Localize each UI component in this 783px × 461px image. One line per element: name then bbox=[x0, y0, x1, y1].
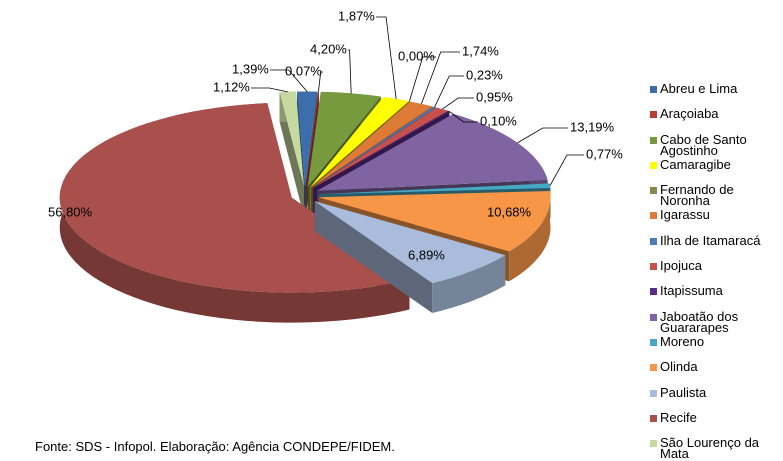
leader-line bbox=[270, 69, 308, 92]
slice bbox=[307, 91, 381, 187]
legend-label: Camaragibe bbox=[660, 156, 731, 172]
slice-side bbox=[432, 255, 506, 313]
slice bbox=[310, 101, 410, 188]
slice bbox=[311, 101, 433, 188]
slice bbox=[305, 91, 319, 187]
legend-item: Moreno bbox=[650, 335, 780, 360]
leader-line bbox=[318, 71, 323, 92]
leader-line bbox=[409, 56, 436, 102]
legend-label: Abreu e Lima bbox=[660, 81, 738, 96]
legend-item: Cabo de Santo Agostinho bbox=[650, 133, 780, 158]
legend-item: Paulista bbox=[650, 386, 780, 411]
slice bbox=[314, 201, 506, 283]
source-note: Fonte: SDS - Infopol. Elaboração: Agênci… bbox=[35, 439, 395, 454]
leader-line bbox=[442, 97, 474, 110]
slice bbox=[312, 106, 437, 188]
leader-line bbox=[348, 49, 352, 94]
legend-swatch bbox=[650, 364, 657, 372]
data-label: 0,10% bbox=[480, 113, 517, 128]
leader-line bbox=[376, 16, 397, 100]
legend-label: Olinda bbox=[660, 359, 698, 375]
data-label: 0,00% bbox=[398, 48, 435, 63]
leader-line bbox=[549, 154, 584, 186]
data-label: 1,74% bbox=[462, 43, 499, 58]
legend-item: Itapissuma bbox=[650, 284, 780, 309]
slice bbox=[59, 103, 410, 293]
legend: Abreu e Lima Araçoiaba Cabo de Santo Agost… bbox=[650, 82, 780, 461]
slice-side bbox=[59, 103, 410, 323]
data-label: 1,12% bbox=[213, 79, 250, 94]
legend-swatch bbox=[650, 389, 657, 397]
legend-label: Cabo de Santo Agostinho bbox=[660, 131, 747, 158]
legend-label: Araçoiaba bbox=[660, 106, 719, 122]
legend-label: Ipojuca bbox=[660, 258, 702, 274]
legend-swatch bbox=[650, 440, 657, 448]
legend-swatch bbox=[650, 237, 657, 245]
leader-line bbox=[434, 75, 464, 108]
legend-swatch bbox=[650, 111, 657, 119]
data-label: 0,07% bbox=[285, 63, 322, 78]
legend-label: Ilha de Itamaracá bbox=[660, 232, 761, 248]
legend-label: Itapissuma bbox=[660, 283, 723, 299]
legend-item: São Lourenço da Mata bbox=[650, 436, 780, 461]
slice bbox=[312, 107, 448, 189]
legend-label: São Lourenço da Mata bbox=[660, 435, 760, 461]
slice bbox=[317, 113, 548, 191]
data-label: 0,23% bbox=[466, 67, 503, 82]
legend-label: Igarassu bbox=[660, 207, 710, 223]
legend-swatch bbox=[650, 288, 657, 296]
data-label: 1,39% bbox=[232, 61, 269, 76]
data-label: 10,68% bbox=[487, 204, 532, 219]
data-label: 1,87% bbox=[338, 8, 375, 23]
data-label: 0,77% bbox=[586, 146, 623, 161]
data-label: 6,89% bbox=[408, 247, 445, 262]
data-label: 13,19% bbox=[570, 119, 615, 134]
data-label: 4,20% bbox=[310, 41, 347, 56]
legend-swatch bbox=[650, 161, 657, 169]
legend-swatch bbox=[650, 313, 657, 321]
legend-item: Ilha de Itamaracá bbox=[650, 234, 780, 259]
slice bbox=[297, 91, 318, 187]
slice bbox=[313, 110, 450, 189]
legend-item: Ipojuca bbox=[650, 259, 780, 284]
legend-item: Jaboatão dos Guararapes bbox=[650, 310, 780, 335]
leader-line bbox=[448, 110, 478, 123]
legend-swatch bbox=[650, 414, 657, 422]
legend-item: Olinda bbox=[650, 360, 780, 385]
legend-item: Recife bbox=[650, 411, 780, 436]
leader-line bbox=[251, 87, 288, 93]
slice bbox=[318, 191, 551, 252]
legend-swatch bbox=[650, 338, 657, 346]
legend-swatch bbox=[650, 263, 657, 271]
legend-swatch bbox=[650, 136, 657, 144]
legend-label: Recife bbox=[660, 409, 697, 425]
legend-label: Jaboatão dos Guararapes bbox=[660, 308, 739, 335]
slice bbox=[279, 91, 305, 187]
legend-swatch bbox=[650, 212, 657, 220]
legend-swatch bbox=[650, 86, 657, 93]
data-label: 0,95% bbox=[476, 89, 513, 104]
leader-line bbox=[517, 127, 568, 144]
slice bbox=[310, 97, 409, 188]
leader-line bbox=[421, 51, 460, 105]
slice bbox=[318, 183, 551, 195]
legend-item: Fernando de Noronha bbox=[650, 183, 780, 208]
legend-item: Abreu e Lima bbox=[650, 82, 780, 107]
legend-label: Paulista bbox=[660, 384, 707, 400]
slice-side bbox=[509, 191, 551, 282]
legend-item: Camaragibe bbox=[650, 158, 780, 183]
legend-label: Moreno bbox=[660, 333, 705, 349]
data-label: 56,80% bbox=[48, 204, 93, 219]
legend-swatch bbox=[650, 187, 657, 195]
legend-item: Igarassu bbox=[650, 208, 780, 233]
legend-item: Araçoiaba bbox=[650, 107, 780, 132]
legend-label: Fernando de Noronha bbox=[660, 182, 734, 209]
